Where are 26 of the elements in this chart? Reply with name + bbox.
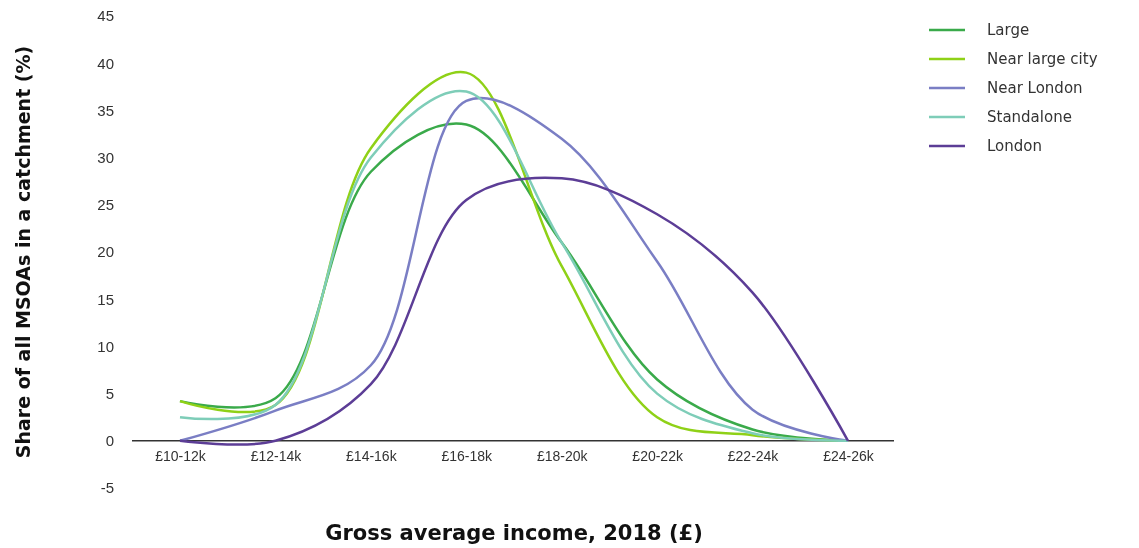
y-tick-label: 35 — [97, 101, 114, 119]
y-tick-label: 5 — [105, 384, 114, 402]
x-tick-label: £12-14k — [250, 447, 303, 464]
x-tick-label: £24-26k — [823, 447, 875, 464]
y-tick-label: -5 — [100, 479, 114, 497]
x-tick-label: £14-16k — [346, 447, 398, 464]
x-tick-label: £22-24k — [727, 447, 780, 464]
legend-label: Standalone — [987, 108, 1072, 127]
y-tick-label: 20 — [97, 243, 114, 261]
y-tick-label: 40 — [97, 54, 114, 72]
x-tick-label: £16-18k — [441, 447, 494, 464]
y-tick-label: 45 — [97, 7, 114, 25]
y-tick-label: 10 — [97, 337, 114, 355]
x-axis-title: Gross average income, 2018 (£) — [325, 521, 703, 545]
legend-label: Near large city — [987, 50, 1098, 69]
legend-label: Large — [987, 21, 1030, 40]
y-tick-label: 0 — [105, 432, 114, 450]
x-tick-label: £20-22k — [632, 447, 684, 464]
y-axis-title: Share of all MSOAs in a catchment (%) — [12, 45, 34, 459]
legend-label: Near London — [987, 79, 1083, 98]
y-tick-label: 25 — [97, 196, 114, 214]
x-tick-label: £18-20k — [536, 447, 589, 464]
x-tick-label: £10-12k — [155, 447, 207, 464]
legend-label: London — [987, 137, 1042, 156]
y-tick-label: 15 — [97, 290, 114, 308]
y-tick-label: 30 — [97, 148, 114, 166]
